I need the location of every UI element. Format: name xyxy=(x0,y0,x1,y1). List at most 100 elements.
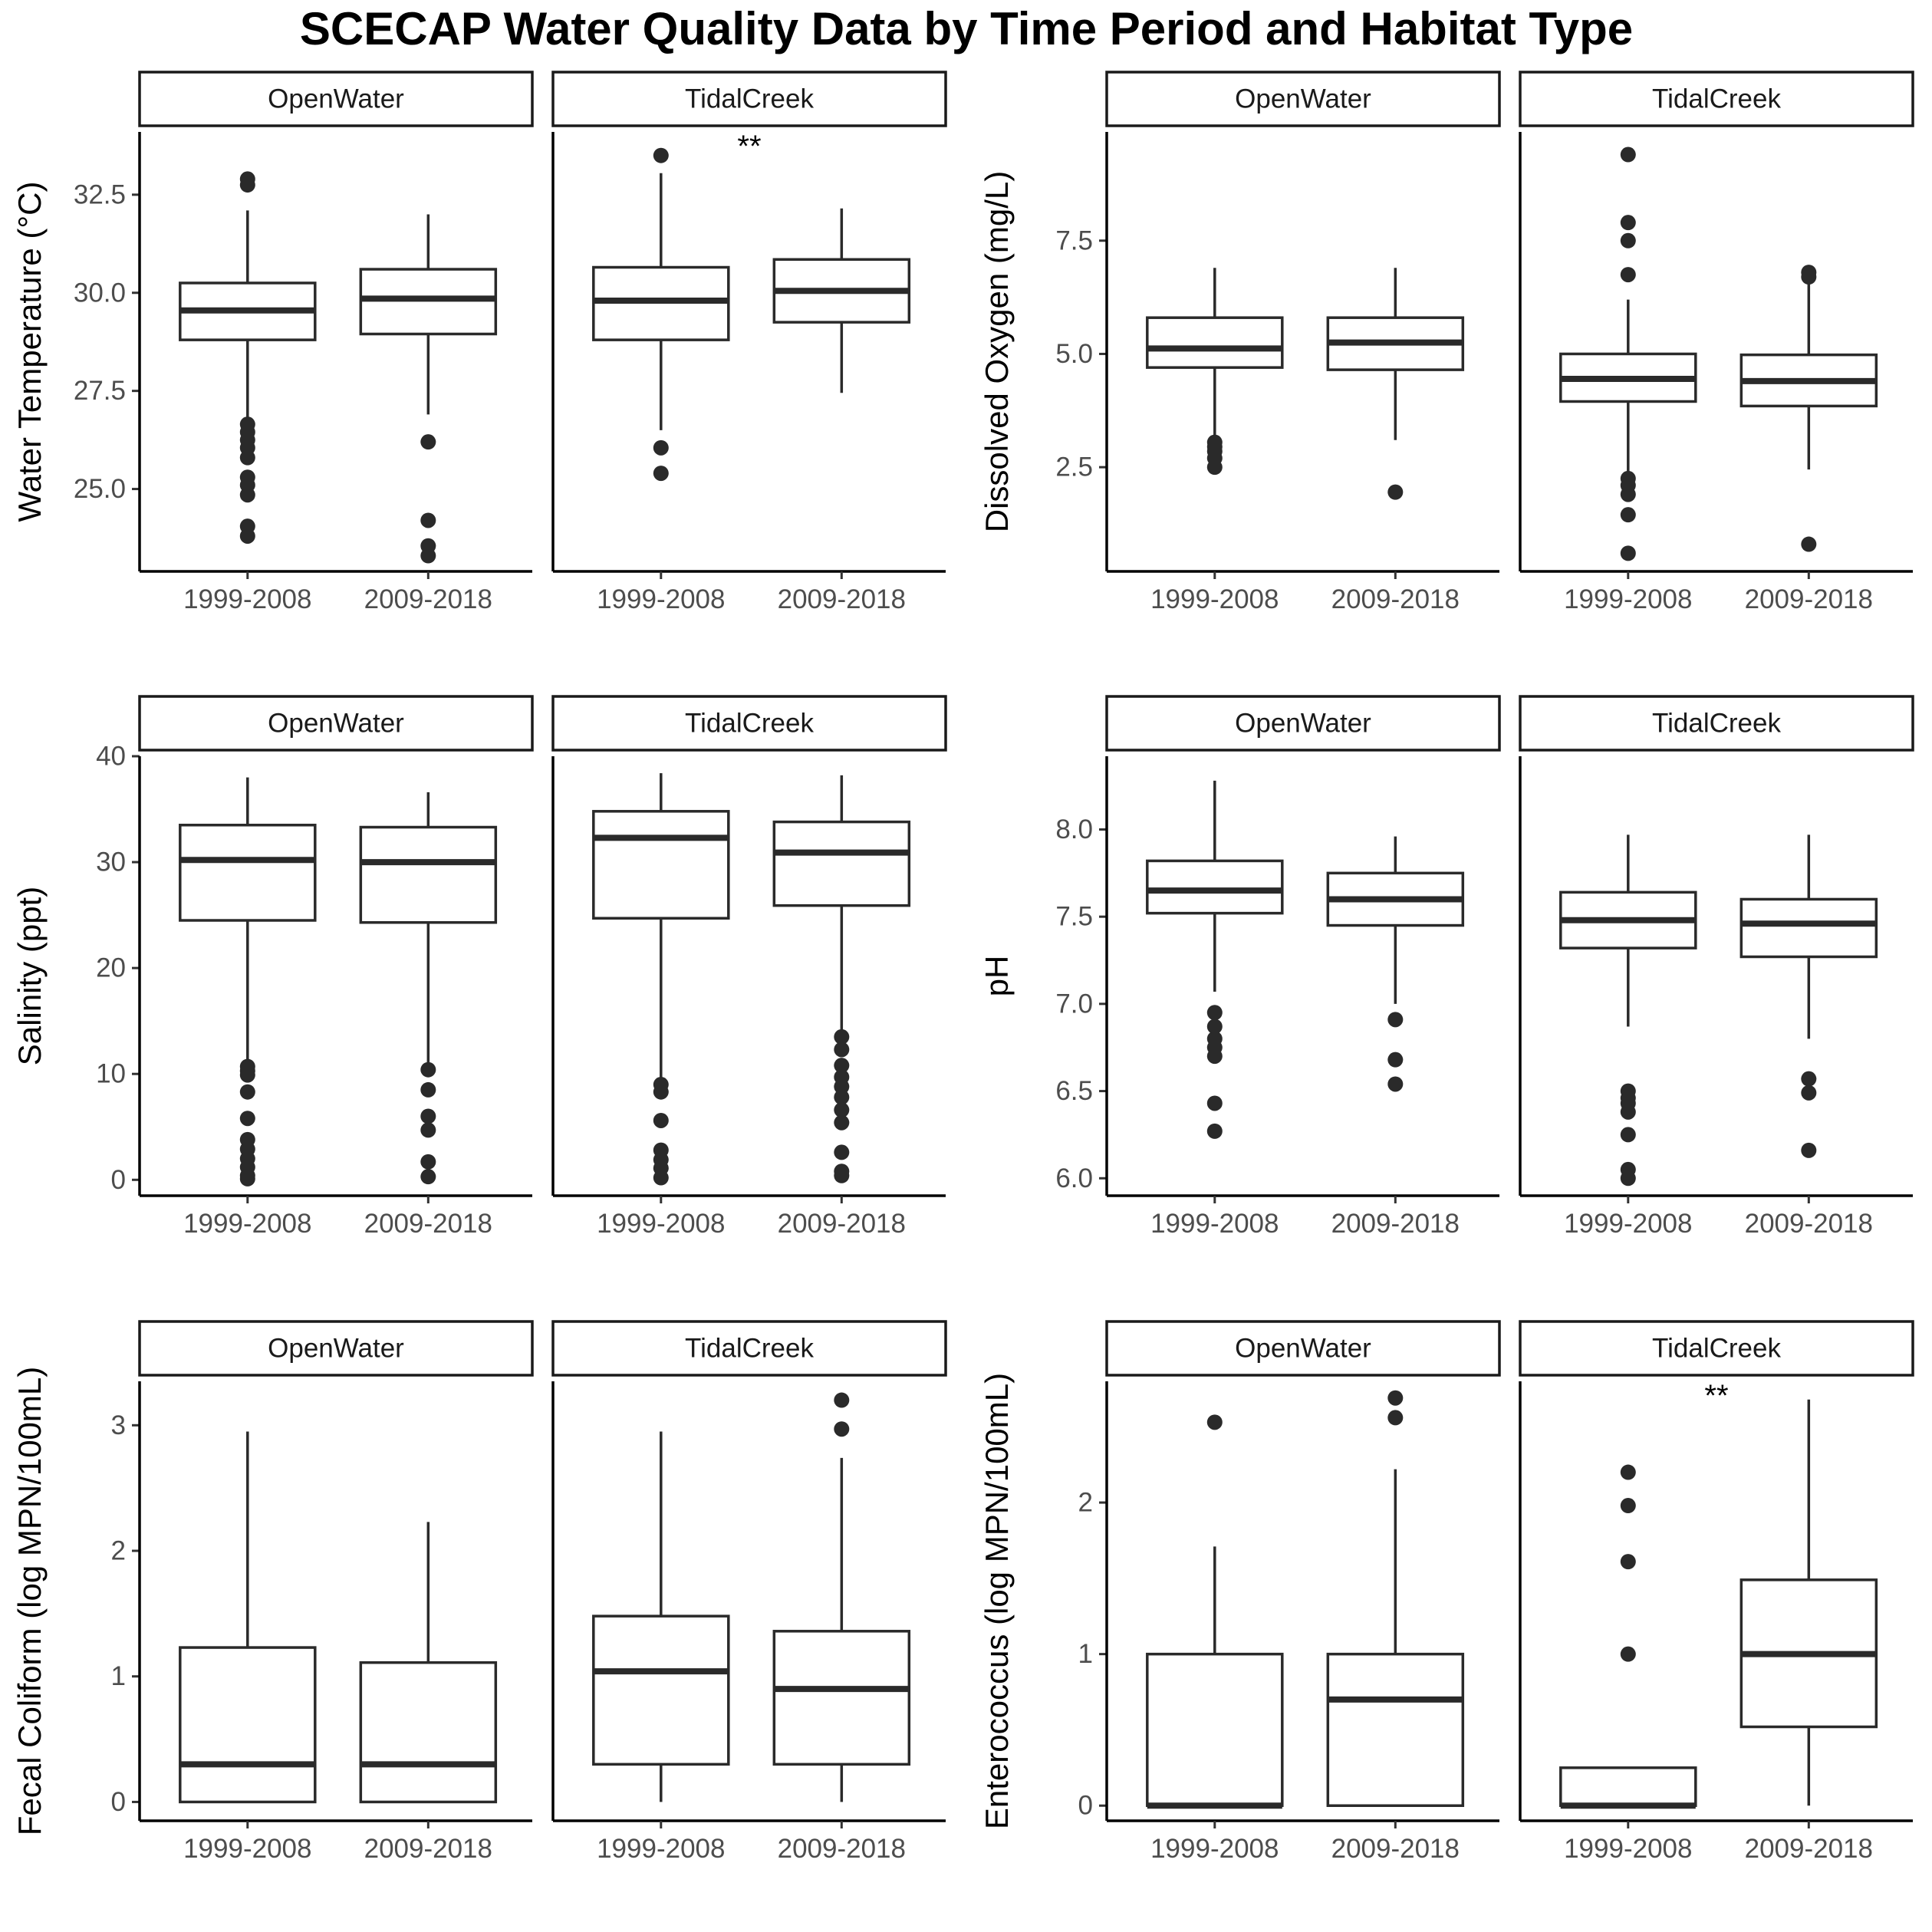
outlier-point xyxy=(834,1058,850,1074)
outlier-point xyxy=(1206,1414,1223,1430)
box-iqr xyxy=(592,810,730,920)
outlier-point xyxy=(420,548,436,564)
facet-strip xyxy=(551,71,947,127)
facet-strip-label: OpenWater xyxy=(268,84,404,114)
outlier-point xyxy=(1387,1410,1404,1426)
outlier-point xyxy=(834,1421,850,1437)
box-1999-2008 xyxy=(1146,268,1284,476)
outlier-point xyxy=(1387,1076,1404,1092)
facet-strip xyxy=(1519,695,1914,752)
facet-tidalcreek: TidalCreek 1999-2008 2009-2018 xyxy=(551,695,947,1239)
box-1999-2008 xyxy=(179,171,317,544)
y-tick-label: 30.0 xyxy=(74,278,126,308)
facet-strip-label: TidalCreek xyxy=(1652,84,1781,114)
facet-strip-label: OpenWater xyxy=(1235,709,1371,739)
box-1999-2008 xyxy=(179,1431,317,1804)
facet-strip-label: TidalCreek xyxy=(685,709,814,739)
y-tick-label: 3 xyxy=(111,1410,126,1440)
y-axis-label: Dissolved Oxygen (mg/L) xyxy=(979,171,1015,533)
outlier-point xyxy=(1801,536,1817,552)
outlier-point xyxy=(834,1029,850,1045)
box-2009-2018 xyxy=(1739,1399,1878,1806)
outlier-point xyxy=(420,512,436,528)
box-iqr xyxy=(1739,897,1878,959)
y-tick-label: 2 xyxy=(111,1536,126,1566)
facet-tidalcreek: TidalCreek ** 1999-2008 2009-2018 xyxy=(1519,1320,1914,1864)
x-tick-label: 2009-2018 xyxy=(364,1209,492,1239)
box-iqr xyxy=(359,1660,498,1804)
chart-panel-3: pH 6.0 6.5 7.0 7.5 8.0 OpenWater 1999-2008 2009-… xyxy=(979,695,1914,1239)
outlier-point xyxy=(1801,269,1817,285)
facet-strip xyxy=(551,1320,947,1377)
outlier-point xyxy=(834,1089,850,1105)
y-tick-label: 0 xyxy=(1078,1791,1093,1821)
outlier-point xyxy=(239,528,255,544)
outlier-point xyxy=(1620,146,1636,163)
outlier-point xyxy=(420,434,436,450)
y-tick-label: 1 xyxy=(1078,1639,1093,1669)
x-tick-label: 1999-2008 xyxy=(1564,584,1692,614)
facet-strip xyxy=(1519,1320,1914,1377)
x-tick-label: 1999-2008 xyxy=(1150,1834,1279,1864)
box-1999-2008 xyxy=(1559,146,1697,561)
box-2009-2018 xyxy=(1326,1390,1465,1807)
outlier-point xyxy=(1206,1019,1223,1035)
outlier-point xyxy=(653,1112,669,1128)
y-tick-label: 7.5 xyxy=(1055,902,1093,932)
significance-annotation: ** xyxy=(737,130,761,163)
facet-strip xyxy=(138,71,534,127)
x-tick-label: 1999-2008 xyxy=(183,1209,311,1239)
x-tick-label: 1999-2008 xyxy=(1150,1209,1279,1239)
box-1999-2008 xyxy=(1146,1414,1284,1809)
outlier-point xyxy=(1801,1084,1817,1101)
facet-strip xyxy=(1519,71,1914,127)
y-tick-label: 5.0 xyxy=(1055,339,1093,369)
box-iqr xyxy=(179,1646,317,1804)
y-tick-label: 1 xyxy=(111,1661,126,1691)
box-iqr xyxy=(179,823,317,922)
outlier-point xyxy=(1206,1048,1223,1065)
outlier-point xyxy=(1387,484,1404,500)
y-tick-label: 0 xyxy=(111,1165,126,1195)
outlier-point xyxy=(1206,1123,1223,1139)
x-tick-label: 1999-2008 xyxy=(597,1209,725,1239)
outlier-point xyxy=(1620,215,1636,231)
outlier-point xyxy=(834,1167,850,1183)
outlier-point xyxy=(1387,1012,1404,1028)
y-tick-label: 8.0 xyxy=(1055,815,1093,844)
outlier-point xyxy=(239,1084,255,1100)
facet-strip-label: OpenWater xyxy=(268,709,404,739)
facet-strip xyxy=(1105,71,1501,127)
outlier-point xyxy=(1620,486,1636,502)
outlier-point xyxy=(1206,459,1223,476)
outlier-point xyxy=(239,1067,255,1083)
facet-openwater: OpenWater 1999-2008 2009-2018 xyxy=(1105,71,1501,614)
facet-openwater: OpenWater 1999-2008 2009-2018 xyxy=(138,695,534,1239)
outlier-point xyxy=(834,1102,850,1118)
outlier-point xyxy=(1620,1464,1636,1480)
outlier-point xyxy=(239,1111,255,1127)
x-tick-label: 2009-2018 xyxy=(778,1209,906,1239)
outlier-point xyxy=(653,1084,669,1100)
outlier-point xyxy=(1620,507,1636,523)
facet-strip xyxy=(551,695,947,752)
y-tick-label: 6.5 xyxy=(1055,1076,1093,1106)
box-1999-2008 xyxy=(592,1431,730,1802)
x-tick-label: 1999-2008 xyxy=(183,1834,311,1864)
box-iqr xyxy=(1146,316,1284,369)
box-iqr xyxy=(1146,1652,1284,1807)
facet-strip-label: TidalCreek xyxy=(1652,1334,1781,1364)
box-2009-2018 xyxy=(1739,834,1878,1158)
box-iqr xyxy=(1559,1766,1697,1807)
y-tick-label: 30 xyxy=(96,848,126,877)
outlier-point xyxy=(834,1144,850,1160)
outlier-point xyxy=(1620,232,1636,248)
y-tick-label: 25.0 xyxy=(74,474,126,504)
chart-panel-0: Water Temperature (°C) 25.0 27.5 30.0 32.5 Op… xyxy=(12,71,947,614)
box-2009-2018 xyxy=(359,792,498,1185)
box-2009-2018 xyxy=(772,775,911,1183)
box-iqr xyxy=(359,825,498,924)
outlier-point xyxy=(1387,1052,1404,1068)
facet-strip-label: OpenWater xyxy=(1235,1334,1371,1364)
box-2009-2018 xyxy=(359,1522,498,1804)
